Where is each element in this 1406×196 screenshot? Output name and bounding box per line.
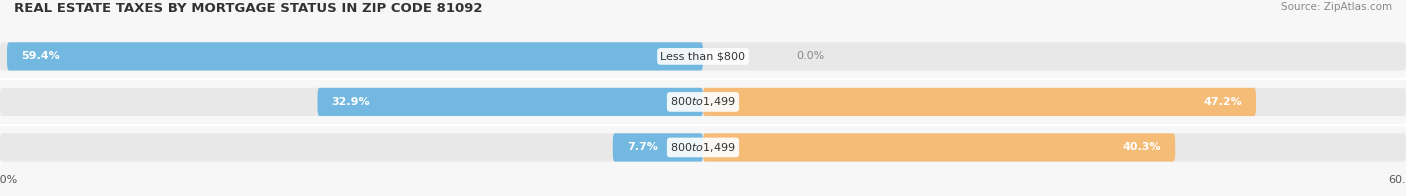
FancyBboxPatch shape	[7, 42, 703, 71]
Text: 32.9%: 32.9%	[332, 97, 370, 107]
Text: 7.7%: 7.7%	[627, 142, 658, 152]
Text: $800 to $1,499: $800 to $1,499	[671, 141, 735, 154]
Text: Less than $800: Less than $800	[661, 51, 745, 61]
Text: 59.4%: 59.4%	[21, 51, 60, 61]
Text: 47.2%: 47.2%	[1204, 97, 1241, 107]
Text: $800 to $1,499: $800 to $1,499	[671, 95, 735, 108]
Text: 0.0%: 0.0%	[797, 51, 825, 61]
FancyBboxPatch shape	[0, 133, 1406, 162]
FancyBboxPatch shape	[613, 133, 703, 162]
FancyBboxPatch shape	[0, 88, 1406, 116]
FancyBboxPatch shape	[703, 88, 1256, 116]
FancyBboxPatch shape	[703, 133, 1175, 162]
FancyBboxPatch shape	[0, 42, 1406, 71]
Text: Source: ZipAtlas.com: Source: ZipAtlas.com	[1281, 2, 1392, 12]
FancyBboxPatch shape	[318, 88, 703, 116]
Text: REAL ESTATE TAXES BY MORTGAGE STATUS IN ZIP CODE 81092: REAL ESTATE TAXES BY MORTGAGE STATUS IN …	[14, 2, 482, 15]
Text: 40.3%: 40.3%	[1122, 142, 1161, 152]
